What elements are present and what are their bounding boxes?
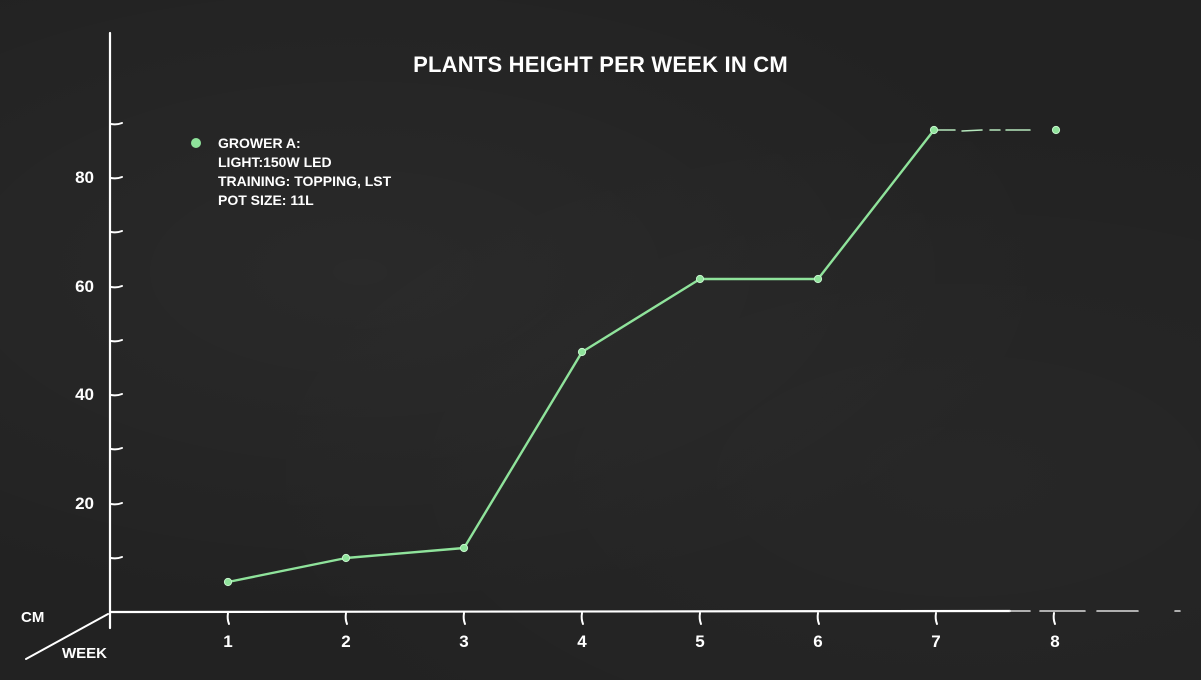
legend-line-light: LIGHT:150W LED — [218, 154, 332, 170]
chart-title: PLANTS HEIGHT PER WEEK IN CM — [413, 52, 788, 77]
data-points — [223, 125, 1061, 587]
data-point-week-5[interactable] — [695, 274, 705, 284]
x-axis-label: WEEK — [62, 645, 107, 662]
x-tick-label-7: 7 — [931, 632, 941, 651]
x-tick-label-4: 4 — [577, 632, 587, 651]
y-tick-label-80: 80 — [75, 168, 94, 187]
x-tick-label-3: 3 — [459, 632, 469, 651]
x-tick-label-6: 6 — [813, 632, 823, 651]
data-point-week-8[interactable] — [1051, 125, 1061, 135]
legend-line-training: TRAINING: TOPPING, LST — [218, 173, 392, 189]
x-tick-label-5: 5 — [695, 632, 705, 651]
data-point-week-6[interactable] — [813, 274, 823, 284]
series-dashed-segment — [937, 129, 1031, 132]
x-tick-label-8: 8 — [1050, 632, 1060, 651]
data-point-week-2[interactable] — [341, 553, 351, 563]
data-point-week-1[interactable] — [223, 577, 233, 587]
y-tick-label-40: 40 — [75, 385, 94, 404]
data-point-week-7[interactable] — [929, 125, 939, 135]
y-tick-label-20: 20 — [75, 494, 94, 513]
legend-line-grower: GROWER A: — [218, 135, 301, 151]
y-ticks — [110, 122, 123, 560]
y-axis-label: CM — [21, 609, 45, 626]
depth-axis — [25, 613, 109, 660]
data-point-week-3[interactable] — [459, 543, 469, 553]
y-tick-label-60: 60 — [75, 277, 94, 296]
legend-line-pot-size: POT SIZE: 11L — [218, 192, 314, 208]
x-tick-label-1: 1 — [223, 632, 233, 651]
legend-text: GROWER A: LIGHT:150W LED TRAINING: TOPPI… — [218, 134, 538, 210]
legend-marker-icon — [191, 138, 201, 148]
x-tick-label-2: 2 — [341, 632, 351, 651]
data-point-week-4[interactable] — [577, 347, 587, 357]
x-ticks — [226, 612, 1056, 625]
x-axis — [108, 609, 1012, 614]
